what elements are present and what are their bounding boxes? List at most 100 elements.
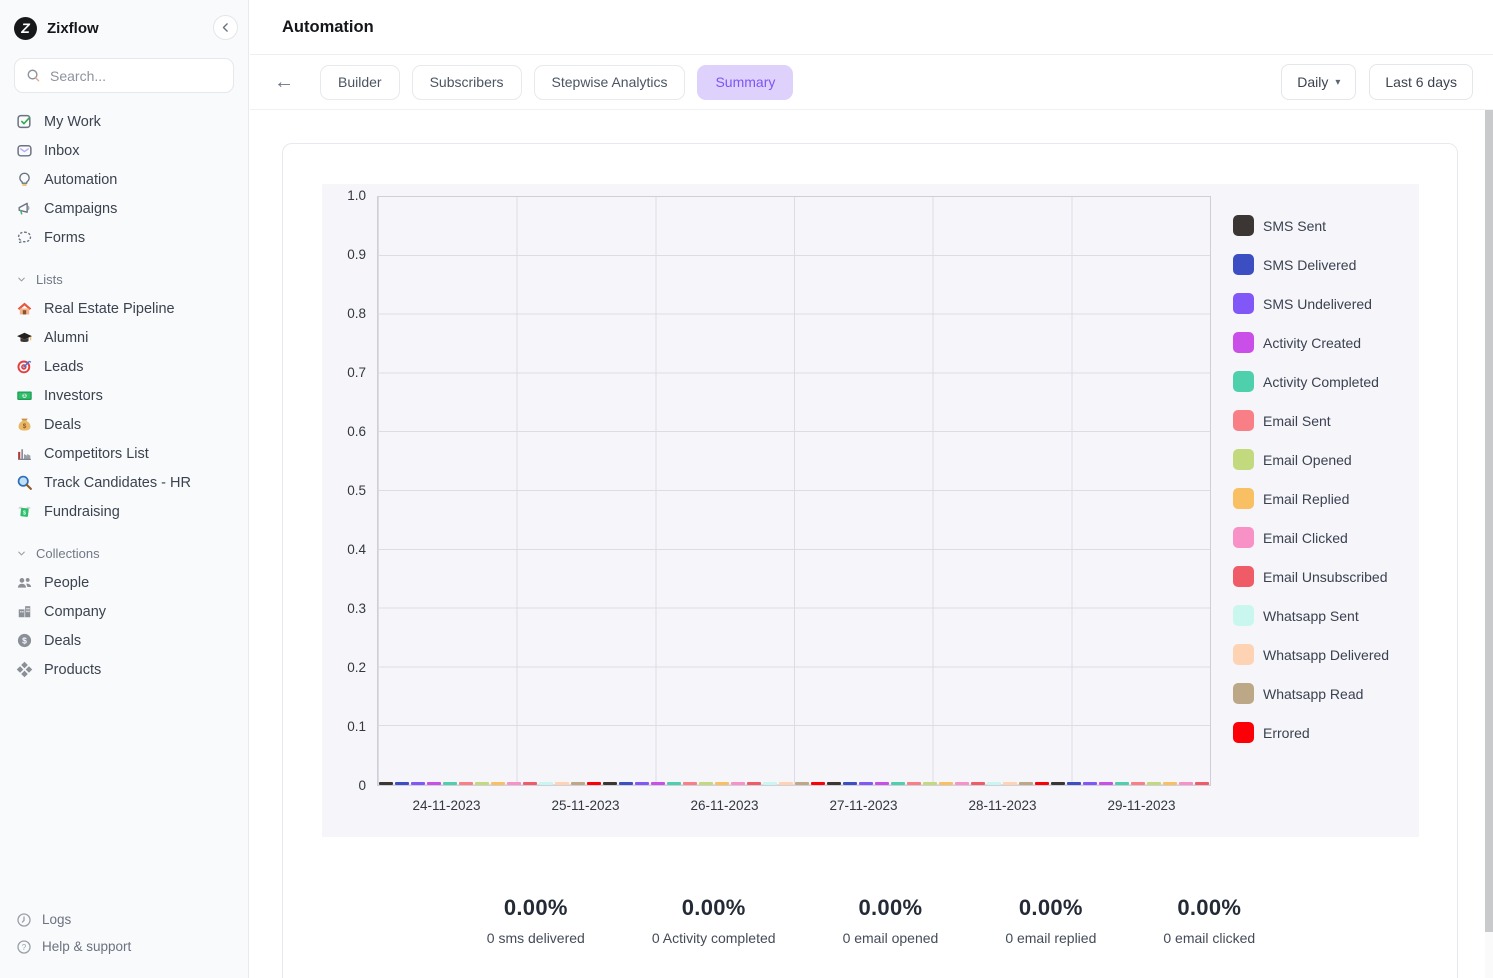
series-line-segment [395, 782, 409, 785]
sidebar-item-label: Investors [44, 387, 103, 404]
sidebar-item-investors[interactable]: $ Investors [8, 381, 240, 410]
legend-item-email-sent[interactable]: Email Sent [1233, 410, 1389, 431]
tab-builder[interactable]: Builder [320, 64, 400, 100]
back-arrow-icon[interactable]: ← [274, 71, 294, 93]
sidebar-item-competitors-list[interactable]: Competitors List [8, 439, 240, 468]
period-dropdown[interactable]: Daily ▾ [1281, 64, 1357, 100]
sidebar-item-products[interactable]: Products [8, 655, 240, 684]
stat-0-email-replied: 0.00% 0 email replied [1005, 895, 1096, 946]
chevron-down-icon: ▾ [1335, 76, 1341, 88]
forms-icon [16, 229, 33, 246]
y-tick-label: 0.7 [347, 365, 366, 380]
legend-item-sms-sent[interactable]: SMS Sent [1233, 215, 1389, 236]
scrollbar-thumb[interactable] [1485, 110, 1493, 932]
sidebar-item-inbox[interactable]: Inbox [8, 136, 240, 165]
stat-label: 0 email opened [842, 930, 939, 946]
legend-item-email-clicked[interactable]: Email Clicked [1233, 527, 1389, 548]
sidebar-item-label: Fundraising [44, 503, 120, 520]
sidebar-collapse-button[interactable] [213, 15, 238, 40]
legend-item-activity-created[interactable]: Activity Created [1233, 332, 1389, 353]
search-box[interactable] [14, 58, 234, 93]
legend-item-email-opened[interactable]: Email Opened [1233, 449, 1389, 470]
series-line-segment [987, 782, 1001, 785]
legend-swatch [1233, 683, 1254, 704]
factory-icon [16, 445, 33, 462]
company-icon [16, 603, 33, 620]
series-line-segment [539, 782, 553, 785]
tab-stepwise-analytics[interactable]: Stepwise Analytics [533, 64, 686, 100]
legend-label: Email Replied [1263, 490, 1350, 507]
tab-subscribers[interactable]: Subscribers [411, 64, 522, 100]
sidebar-item-label: Automation [44, 171, 118, 188]
series-line-segment [587, 782, 601, 785]
sidebar-item-people[interactable]: People [8, 568, 240, 597]
scrollbar-track[interactable] [1485, 110, 1493, 978]
sidebar-item-deals[interactable]: $ Deals [8, 410, 240, 439]
summary-chart-card: 1.0 0.9 0.8 0.7 0.6 0.5 0.4 0.3 0.2 0.1 0 24-11-20… [282, 143, 1458, 978]
legend-item-activity-completed[interactable]: Activity Completed [1233, 371, 1389, 392]
legend-label: SMS Delivered [1263, 256, 1357, 273]
period-dropdown-label: Daily [1297, 74, 1329, 90]
sidebar-item-label: Products [44, 661, 102, 678]
series-line-segment [827, 782, 841, 785]
chart-region: 1.0 0.9 0.8 0.7 0.6 0.5 0.4 0.3 0.2 0.1 0 24-11-20… [322, 184, 1419, 837]
series-line-segment [971, 782, 985, 785]
sidebar-footer: Logs ? Help & support [0, 896, 248, 978]
legend-label: Email Opened [1263, 451, 1352, 468]
sidebar-item-label: Inbox [44, 142, 80, 159]
products-icon [16, 661, 33, 678]
series-line-segment [939, 782, 953, 785]
legend-item-errored[interactable]: Errored [1233, 722, 1389, 743]
sidebar-item-real-estate-pipeline[interactable]: Real Estate Pipeline [8, 294, 240, 323]
series-line-segment [859, 782, 873, 785]
sidebar-item-fundraising[interactable]: $ Fundraising [8, 497, 240, 526]
sidebar-item-alumni[interactable]: Alumni [8, 323, 240, 352]
sidebar-item-company[interactable]: Company [8, 597, 240, 626]
stat-0-activity-completed: 0.00% 0 Activity completed [652, 895, 776, 946]
sidebar-item-label: Track Candidates - HR [44, 474, 191, 491]
series-line-segment [1131, 782, 1145, 785]
sidebar-item-my-work[interactable]: My Work [8, 107, 240, 136]
search-icon [25, 68, 42, 83]
summary-stats: 0.00% 0 sms delivered 0.00% 0 Activity comp… [283, 895, 1459, 946]
footer-item-label: Logs [42, 912, 72, 927]
legend-item-email-unsubscribed[interactable]: Email Unsubscribed [1233, 566, 1389, 587]
legend-item-sms-delivered[interactable]: SMS Delivered [1233, 254, 1389, 275]
legend-swatch [1233, 293, 1254, 314]
magnifier-icon [16, 474, 33, 491]
legend-label: Email Sent [1263, 412, 1331, 429]
footer-item-help-support[interactable]: ? Help & support [16, 933, 232, 960]
legend-item-whatsapp-read[interactable]: Whatsapp Read [1233, 683, 1389, 704]
series-line-segment [731, 782, 745, 785]
y-tick-label: 1.0 [347, 188, 366, 203]
sidebar-item-forms[interactable]: Forms [8, 223, 240, 252]
date-range-button[interactable]: Last 6 days [1369, 64, 1473, 100]
x-axis-labels: 24-11-2023 25-11-2023 26-11-2023 27-11-2023… [377, 798, 1211, 813]
legend-swatch [1233, 644, 1254, 665]
section-header-collections[interactable]: Collections [0, 540, 248, 566]
sidebar-item-automation[interactable]: Automation [8, 165, 240, 194]
stat-label: 0 sms delivered [486, 930, 585, 946]
main-content: Automation ← Builder Subscribers Stepwise … [250, 0, 1493, 978]
legend-item-email-replied[interactable]: Email Replied [1233, 488, 1389, 509]
stat-value: 0.00% [858, 895, 923, 920]
sidebar-item-campaigns[interactable]: Campaigns [8, 194, 240, 223]
section-header-lists[interactable]: Lists [0, 266, 248, 292]
series-line-segment [1147, 782, 1161, 785]
footer-item-logs[interactable]: Logs [16, 906, 232, 933]
legend-item-sms-undelivered[interactable]: SMS Undelivered [1233, 293, 1389, 314]
x-tick-label: 29-11-2023 [1107, 798, 1176, 813]
chevron-down-icon [16, 548, 27, 559]
legend-label: Activity Created [1263, 334, 1362, 351]
series-line-segment [1067, 782, 1081, 785]
tab-summary[interactable]: Summary [697, 64, 794, 100]
series-line-segment [443, 782, 457, 785]
money-wings-icon: $ [16, 503, 33, 520]
legend-item-whatsapp-sent[interactable]: Whatsapp Sent [1233, 605, 1389, 626]
sidebar-item-track-candidates-hr[interactable]: Track Candidates - HR [8, 468, 240, 497]
search-input[interactable] [50, 67, 223, 84]
sidebar-item-leads[interactable]: Leads [8, 352, 240, 381]
legend-swatch [1233, 566, 1254, 587]
sidebar-item-deals[interactable]: $ Deals [8, 626, 240, 655]
legend-item-whatsapp-delivered[interactable]: Whatsapp Delivered [1233, 644, 1389, 665]
